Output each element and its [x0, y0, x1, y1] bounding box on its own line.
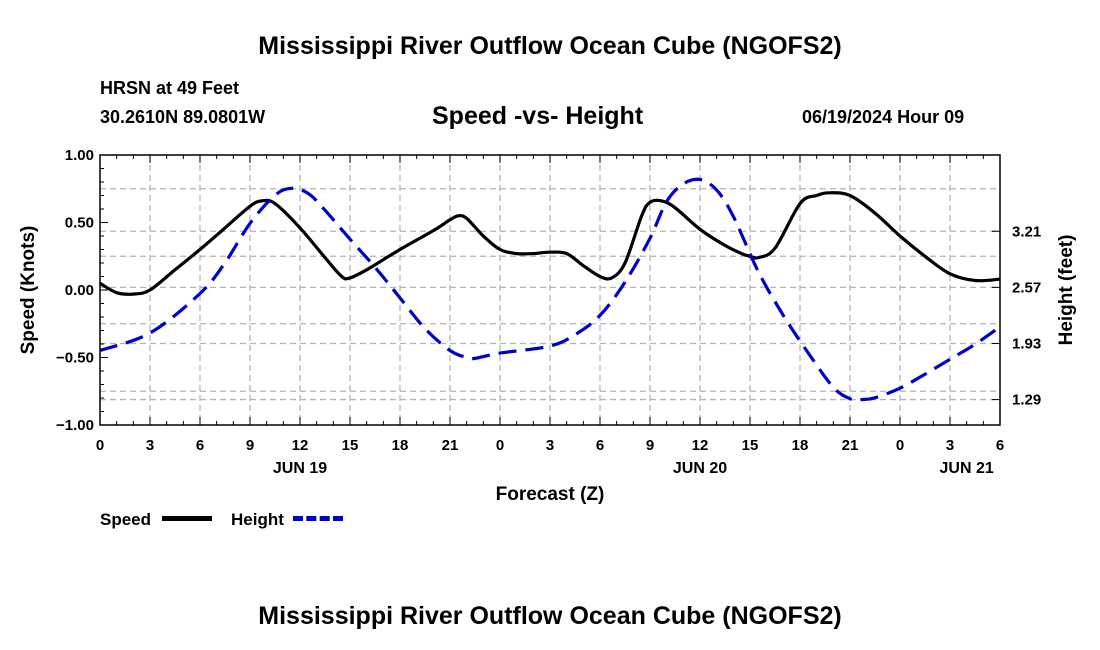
y-tick-label: 0.00 — [65, 282, 94, 299]
y2-tick-label: 2.57 — [1012, 279, 1041, 296]
forecast-datetime: 06/19/2024 Hour 09 — [802, 107, 965, 127]
labels-layer: 0 3 6 9 12 15 18 21 0 3 6 9 12 15 18 21 0 3 6 JUN 19 JUN 20 J… — [56, 147, 1041, 477]
y2-tick-label: 1.93 — [1012, 335, 1041, 352]
station-coordinates: 30.2610N 89.0801W — [100, 107, 266, 127]
x-tick-label: 21 — [842, 437, 859, 454]
chart-subtitle: Speed -vs- Height — [432, 102, 644, 130]
x-tick-label: 12 — [292, 437, 309, 454]
speed-height-chart: 0 3 6 9 12 15 18 21 0 3 6 9 12 15 18 21 0 3 6 JUN 19 JUN 20 J… — [18, 147, 1077, 505]
y2-axis-label: Height (feet) — [1056, 235, 1077, 346]
speed-series-line — [99, 191, 1001, 296]
legend-speed-label: Speed — [100, 510, 152, 529]
height-series-line — [99, 177, 1001, 402]
ticks-layer — [99, 154, 1001, 426]
y-tick-label: −0.50 — [56, 350, 94, 367]
x-tick-label: 21 — [442, 437, 459, 454]
x-day-label: JUN 21 — [940, 460, 994, 477]
x-tick-label: 18 — [392, 437, 409, 454]
x-tick-label: 6 — [996, 437, 1004, 454]
footer-title: Mississippi River Outflow Ocean Cube (NG… — [258, 602, 842, 630]
y-axis-label: Speed (Knots) — [18, 226, 39, 355]
legend-height-label: Height — [231, 510, 284, 529]
x-day-label: JUN 19 — [273, 460, 327, 477]
grid-layer — [100, 155, 1000, 425]
x-tick-label: 3 — [146, 437, 154, 454]
x-tick-label: 15 — [742, 437, 759, 454]
chart-title: Mississippi River Outflow Ocean Cube (NG… — [258, 32, 842, 60]
x-tick-label: 18 — [792, 437, 809, 454]
y-tick-label: 0.50 — [65, 215, 94, 232]
x-tick-label: 12 — [692, 437, 709, 454]
legend-speed-swatch — [162, 516, 212, 521]
x-tick-label: 15 — [342, 437, 359, 454]
x-tick-label: 9 — [646, 437, 654, 454]
x-tick-label: 0 — [96, 437, 104, 454]
x-tick-label: 0 — [496, 437, 504, 454]
y-tick-label: −1.00 — [56, 417, 94, 434]
x-tick-label: 9 — [246, 437, 254, 454]
x-tick-label: 6 — [196, 437, 204, 454]
x-axis-label: Forecast (Z) — [496, 484, 605, 505]
y-tick-label: 1.00 — [65, 147, 94, 164]
y2-tick-label: 1.29 — [1012, 392, 1041, 409]
series-layer — [99, 177, 1001, 402]
x-tick-label: 0 — [896, 437, 904, 454]
x-tick-label: 3 — [946, 437, 954, 454]
x-tick-label: 3 — [546, 437, 554, 454]
y2-tick-label: 3.21 — [1012, 223, 1041, 240]
legend-height-swatch — [293, 516, 343, 521]
x-day-label: JUN 20 — [673, 460, 727, 477]
station-label: HRSN at 49 Feet — [100, 78, 240, 98]
x-tick-label: 6 — [596, 437, 604, 454]
